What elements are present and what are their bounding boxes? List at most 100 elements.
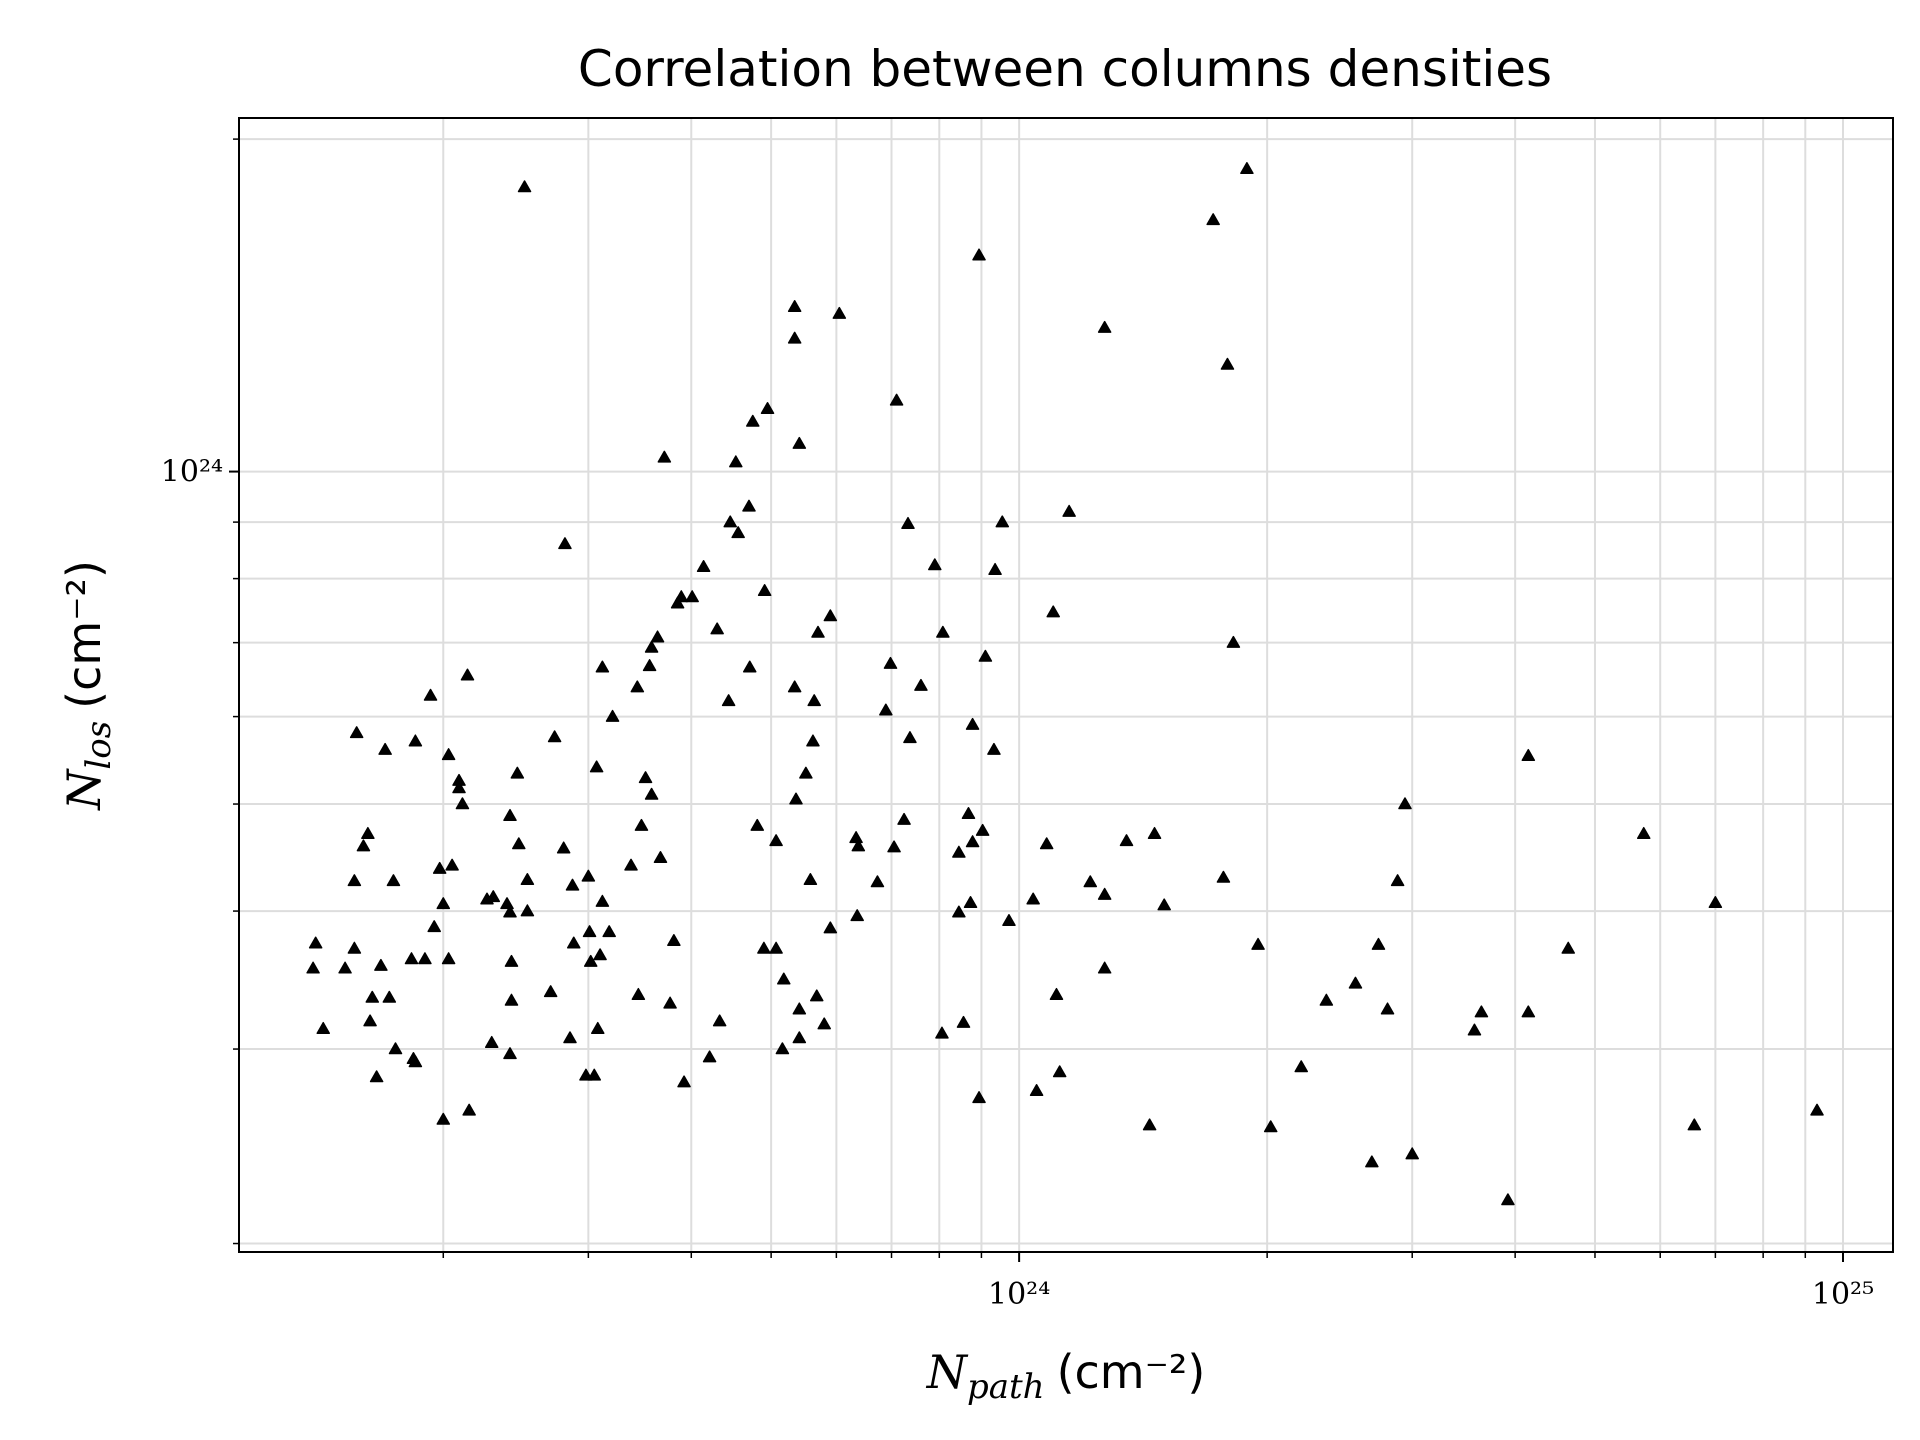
data-point <box>832 306 847 319</box>
data-point <box>581 869 596 882</box>
data-point <box>987 742 1001 755</box>
grid <box>239 118 1893 1252</box>
data-point <box>667 933 681 946</box>
data-point <box>423 688 438 701</box>
data-point <box>965 835 980 848</box>
data-point <box>742 499 756 512</box>
data-point <box>879 703 893 716</box>
data-point <box>851 839 866 852</box>
data-point <box>936 625 950 638</box>
data-point <box>702 1050 717 1063</box>
data-point <box>961 806 976 819</box>
data-point <box>306 961 320 974</box>
data-point <box>644 640 659 653</box>
data-point <box>995 515 1010 528</box>
data-point <box>436 897 451 910</box>
data-point <box>1142 1118 1157 1131</box>
data-point <box>1521 1005 1536 1018</box>
data-point <box>595 660 610 673</box>
x-axis-label: Npath (cm⁻²) <box>926 1345 1206 1407</box>
data-point <box>670 596 685 609</box>
data-point <box>427 920 441 933</box>
data-point <box>1687 1118 1702 1131</box>
data-point <box>388 1042 403 1055</box>
data-point <box>914 678 928 691</box>
data-point <box>1637 826 1651 839</box>
data-point <box>378 742 392 755</box>
data-point <box>1062 504 1076 517</box>
data-point <box>1216 870 1231 883</box>
data-point <box>1097 961 1112 974</box>
data-point <box>792 1031 807 1044</box>
data-point <box>517 180 532 193</box>
data-point <box>789 792 803 805</box>
data-point <box>870 875 885 888</box>
data-point <box>455 797 470 810</box>
data-point <box>1294 1060 1308 1073</box>
data-point <box>1226 635 1241 648</box>
data-point <box>1263 1120 1278 1133</box>
data-point <box>903 731 917 744</box>
data-point <box>1206 213 1220 226</box>
data-point <box>803 872 818 885</box>
data-point <box>591 1021 605 1034</box>
x-label-subscript: path <box>967 1367 1045 1407</box>
data-point <box>441 748 456 761</box>
data-point <box>460 668 475 681</box>
data-point <box>1002 914 1016 927</box>
data-point <box>887 840 901 853</box>
data-point <box>1026 892 1040 905</box>
data-point <box>777 972 791 985</box>
data-point <box>1708 895 1723 908</box>
data-point <box>369 1070 384 1083</box>
data-point <box>504 993 519 1006</box>
data-point <box>1097 320 1112 333</box>
data-point <box>729 455 743 468</box>
data-point <box>361 826 375 839</box>
data-point <box>746 414 760 427</box>
data-point <box>817 1017 831 1030</box>
data-point <box>712 1014 727 1027</box>
data-point <box>823 609 838 622</box>
data-point <box>928 558 942 571</box>
data-point <box>742 660 757 673</box>
data-point <box>1390 874 1405 887</box>
data-point <box>1467 1023 1482 1036</box>
data-point <box>807 694 821 707</box>
data-point <box>965 717 980 730</box>
data-point <box>452 781 466 794</box>
data-point <box>811 625 825 638</box>
data-point <box>769 834 783 847</box>
y-label-unit: (cm⁻²) <box>57 560 111 709</box>
data-point <box>760 401 775 414</box>
data-point <box>850 909 864 922</box>
data-point <box>445 858 459 871</box>
data-point <box>510 766 525 779</box>
data-point <box>1251 937 1265 950</box>
data-point <box>787 300 802 313</box>
data-point <box>956 1015 971 1028</box>
data-point <box>775 1042 790 1055</box>
data-point <box>1501 1193 1515 1206</box>
data-point <box>631 987 646 1000</box>
data-point <box>674 590 689 603</box>
data-point <box>563 1031 577 1044</box>
data-point <box>849 831 863 844</box>
data-point <box>602 925 616 938</box>
data-point <box>988 562 1002 575</box>
data-point <box>503 1047 517 1060</box>
data-point <box>408 1055 423 1068</box>
data-point <box>1046 605 1060 618</box>
data-point <box>1810 1103 1824 1116</box>
data-point <box>418 952 432 965</box>
plot-frame <box>238 117 1894 1253</box>
data-point <box>436 1112 451 1125</box>
x-tick-label: 10²⁴ <box>988 1277 1050 1312</box>
data-point <box>503 808 517 821</box>
data-point <box>1405 1147 1419 1160</box>
data-point <box>978 649 993 662</box>
data-point <box>558 537 572 550</box>
data-point <box>512 837 526 850</box>
data-point <box>644 787 659 800</box>
